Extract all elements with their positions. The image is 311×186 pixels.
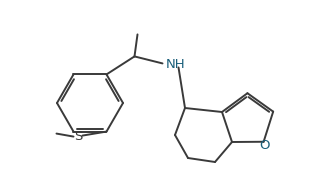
Text: O: O <box>259 139 270 152</box>
Text: NH: NH <box>165 58 185 71</box>
Text: S: S <box>74 130 83 143</box>
